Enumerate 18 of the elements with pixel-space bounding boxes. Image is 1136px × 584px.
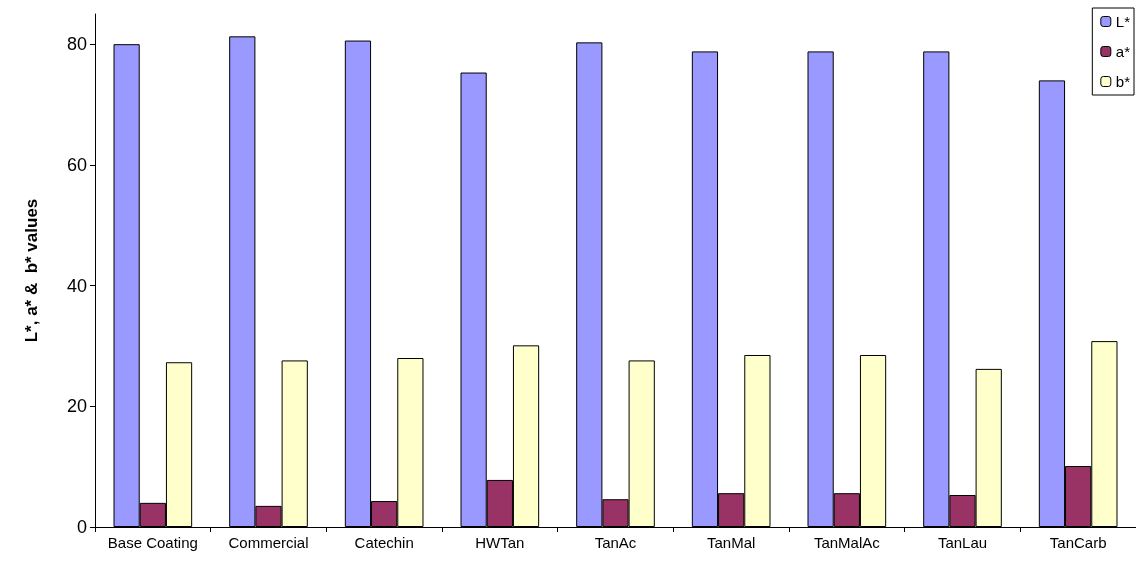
x-tick-label: Commercial	[228, 534, 309, 551]
legend-label: a*	[1115, 43, 1131, 60]
legend-label: L*	[1115, 13, 1131, 30]
x-tick-label: TanAc	[594, 534, 637, 551]
x-tick-label: HWTan	[475, 534, 525, 551]
x-tick-label: TanMalAc	[813, 534, 881, 551]
x-tick-label: Base Coating	[107, 534, 198, 551]
y-tick-label: 80	[66, 34, 87, 55]
x-tick-label: TanLau	[937, 534, 988, 551]
x-tick-label: TanCarb	[1049, 534, 1107, 551]
y-tick-label: 20	[66, 396, 87, 417]
y-axis-title: L*, a* & b* values	[22, 198, 41, 343]
y-tick-label: 60	[66, 154, 87, 175]
x-tick-label: Catechin	[354, 534, 414, 551]
y-tick-label: 0	[76, 517, 87, 537]
legend-label: b*	[1115, 73, 1131, 90]
y-tick-label: 40	[66, 275, 87, 296]
x-tick-label: TanMal	[706, 534, 756, 551]
